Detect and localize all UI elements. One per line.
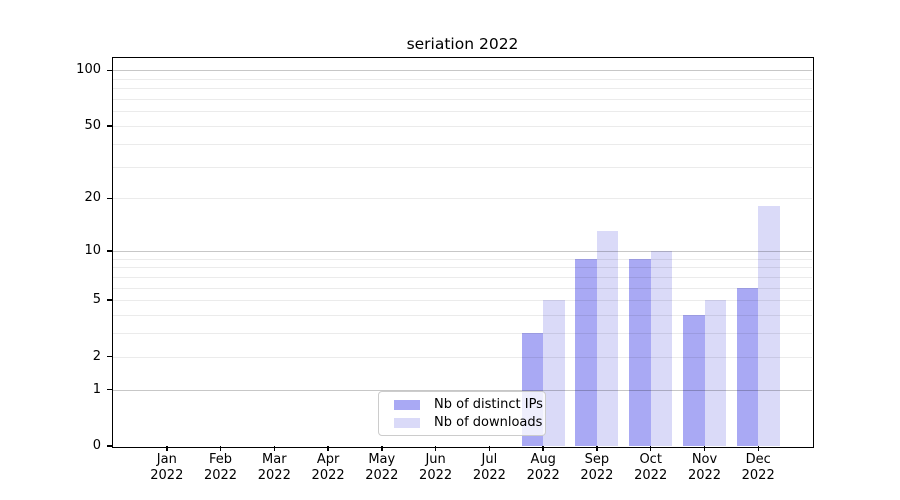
x-tick-label-aug: Aug 2022 xyxy=(526,452,560,483)
gridline-y-60 xyxy=(113,111,812,113)
x-tick-label-apr: Apr 2022 xyxy=(311,452,345,483)
x-tick-jan xyxy=(166,446,168,451)
y-tick-label-10: 10 xyxy=(84,242,101,258)
bar-sep-distinct-ips xyxy=(575,258,597,446)
x-tick-dec xyxy=(757,446,759,451)
y-tick-10 xyxy=(107,250,112,252)
x-tick-label-jun: Jun 2022 xyxy=(419,452,453,483)
bar-dec-distinct-ips xyxy=(736,287,759,446)
x-tick-label-mar: Mar 2022 xyxy=(257,452,291,483)
x-tick-label-jan: Jan 2022 xyxy=(150,452,184,483)
legend-label-distinct-ips: Nb of distinct IPs xyxy=(434,397,543,412)
bar-nov-distinct-ips xyxy=(683,315,705,446)
gridline-y-9 xyxy=(113,258,812,260)
x-tick-label-feb: Feb 2022 xyxy=(203,452,238,483)
gridline-y-80 xyxy=(113,88,812,90)
legend-swatch-distinct-ips xyxy=(394,399,420,410)
gridline-y-90 xyxy=(113,78,812,80)
bar-nov-downloads xyxy=(704,300,726,446)
gridline-y-4 xyxy=(113,315,812,316)
gridline-y-30 xyxy=(113,166,812,168)
x-tick-oct xyxy=(649,446,652,451)
y-tick-label-5: 5 xyxy=(92,292,101,308)
gridline-y-20 xyxy=(113,198,812,200)
gridline-y-2 xyxy=(113,356,812,358)
y-tick-0 xyxy=(107,445,112,447)
y-tick-label-50: 50 xyxy=(84,118,101,133)
x-tick-aug xyxy=(542,446,544,451)
bar-sep-downloads xyxy=(596,231,619,446)
y-tick-1 xyxy=(107,388,112,391)
gridline-y-5 xyxy=(113,300,812,302)
y-tick-label-1: 1 xyxy=(92,381,101,397)
x-tick-feb xyxy=(219,446,222,451)
x-tick-nov xyxy=(703,446,706,451)
legend-swatch-downloads xyxy=(394,417,420,428)
y-tick-2 xyxy=(107,355,112,358)
gridline-y-10 xyxy=(113,250,812,252)
y-tick-label-2: 2 xyxy=(92,348,101,364)
x-tick-label-dec: Dec 2022 xyxy=(741,452,775,483)
bar-aug-downloads xyxy=(543,300,565,446)
x-tick-label-may: May 2022 xyxy=(365,452,399,483)
y-tick-label-0: 0 xyxy=(92,438,101,453)
gridline-y-100 xyxy=(113,70,812,72)
x-tick-label-nov: Nov 2022 xyxy=(687,452,722,483)
y-tick-label-20: 20 xyxy=(84,190,101,206)
y-tick-label-100: 100 xyxy=(76,62,101,78)
x-tick-jul xyxy=(488,446,491,451)
gridline-y-40 xyxy=(113,143,812,145)
legend-label-downloads: Nb of downloads xyxy=(434,415,543,430)
y-tick-50 xyxy=(107,125,112,127)
x-tick-label-sep: Sep 2022 xyxy=(580,452,614,483)
legend-entry-downloads: Nb of downloads xyxy=(387,415,542,430)
x-tick-may xyxy=(381,446,383,451)
legend-entry-distinct-ips: Nb of distinct IPs xyxy=(387,397,543,412)
gridline-y-70 xyxy=(113,99,812,101)
plot-area: Nb of distinct IPs Nb of downloads xyxy=(111,56,814,448)
x-tick-jun xyxy=(434,446,437,451)
bars-layer xyxy=(113,58,812,446)
x-tick-apr xyxy=(327,446,329,451)
gridline-y-7 xyxy=(113,276,812,278)
x-tick-mar xyxy=(273,446,276,451)
bar-oct-distinct-ips xyxy=(629,258,651,446)
bar-dec-downloads xyxy=(758,206,780,446)
y-tick-100 xyxy=(107,69,112,72)
x-tick-sep xyxy=(596,446,598,451)
y-tick-20 xyxy=(107,197,112,199)
grid-layer xyxy=(113,58,812,446)
bar-oct-downloads xyxy=(650,250,673,446)
chart-title: seriation 2022 xyxy=(406,35,519,53)
gridline-y-3 xyxy=(113,333,812,335)
gridline-y-50 xyxy=(113,126,812,127)
x-tick-label-oct: Oct 2022 xyxy=(634,452,668,483)
gridline-y-1 xyxy=(113,389,812,391)
gridline-y-6 xyxy=(113,287,812,289)
legend: Nb of distinct IPs Nb of downloads xyxy=(378,391,546,436)
x-tick-label-jul: Jul 2022 xyxy=(472,452,506,483)
y-tick-5 xyxy=(107,299,112,301)
gridline-y-8 xyxy=(113,267,812,269)
